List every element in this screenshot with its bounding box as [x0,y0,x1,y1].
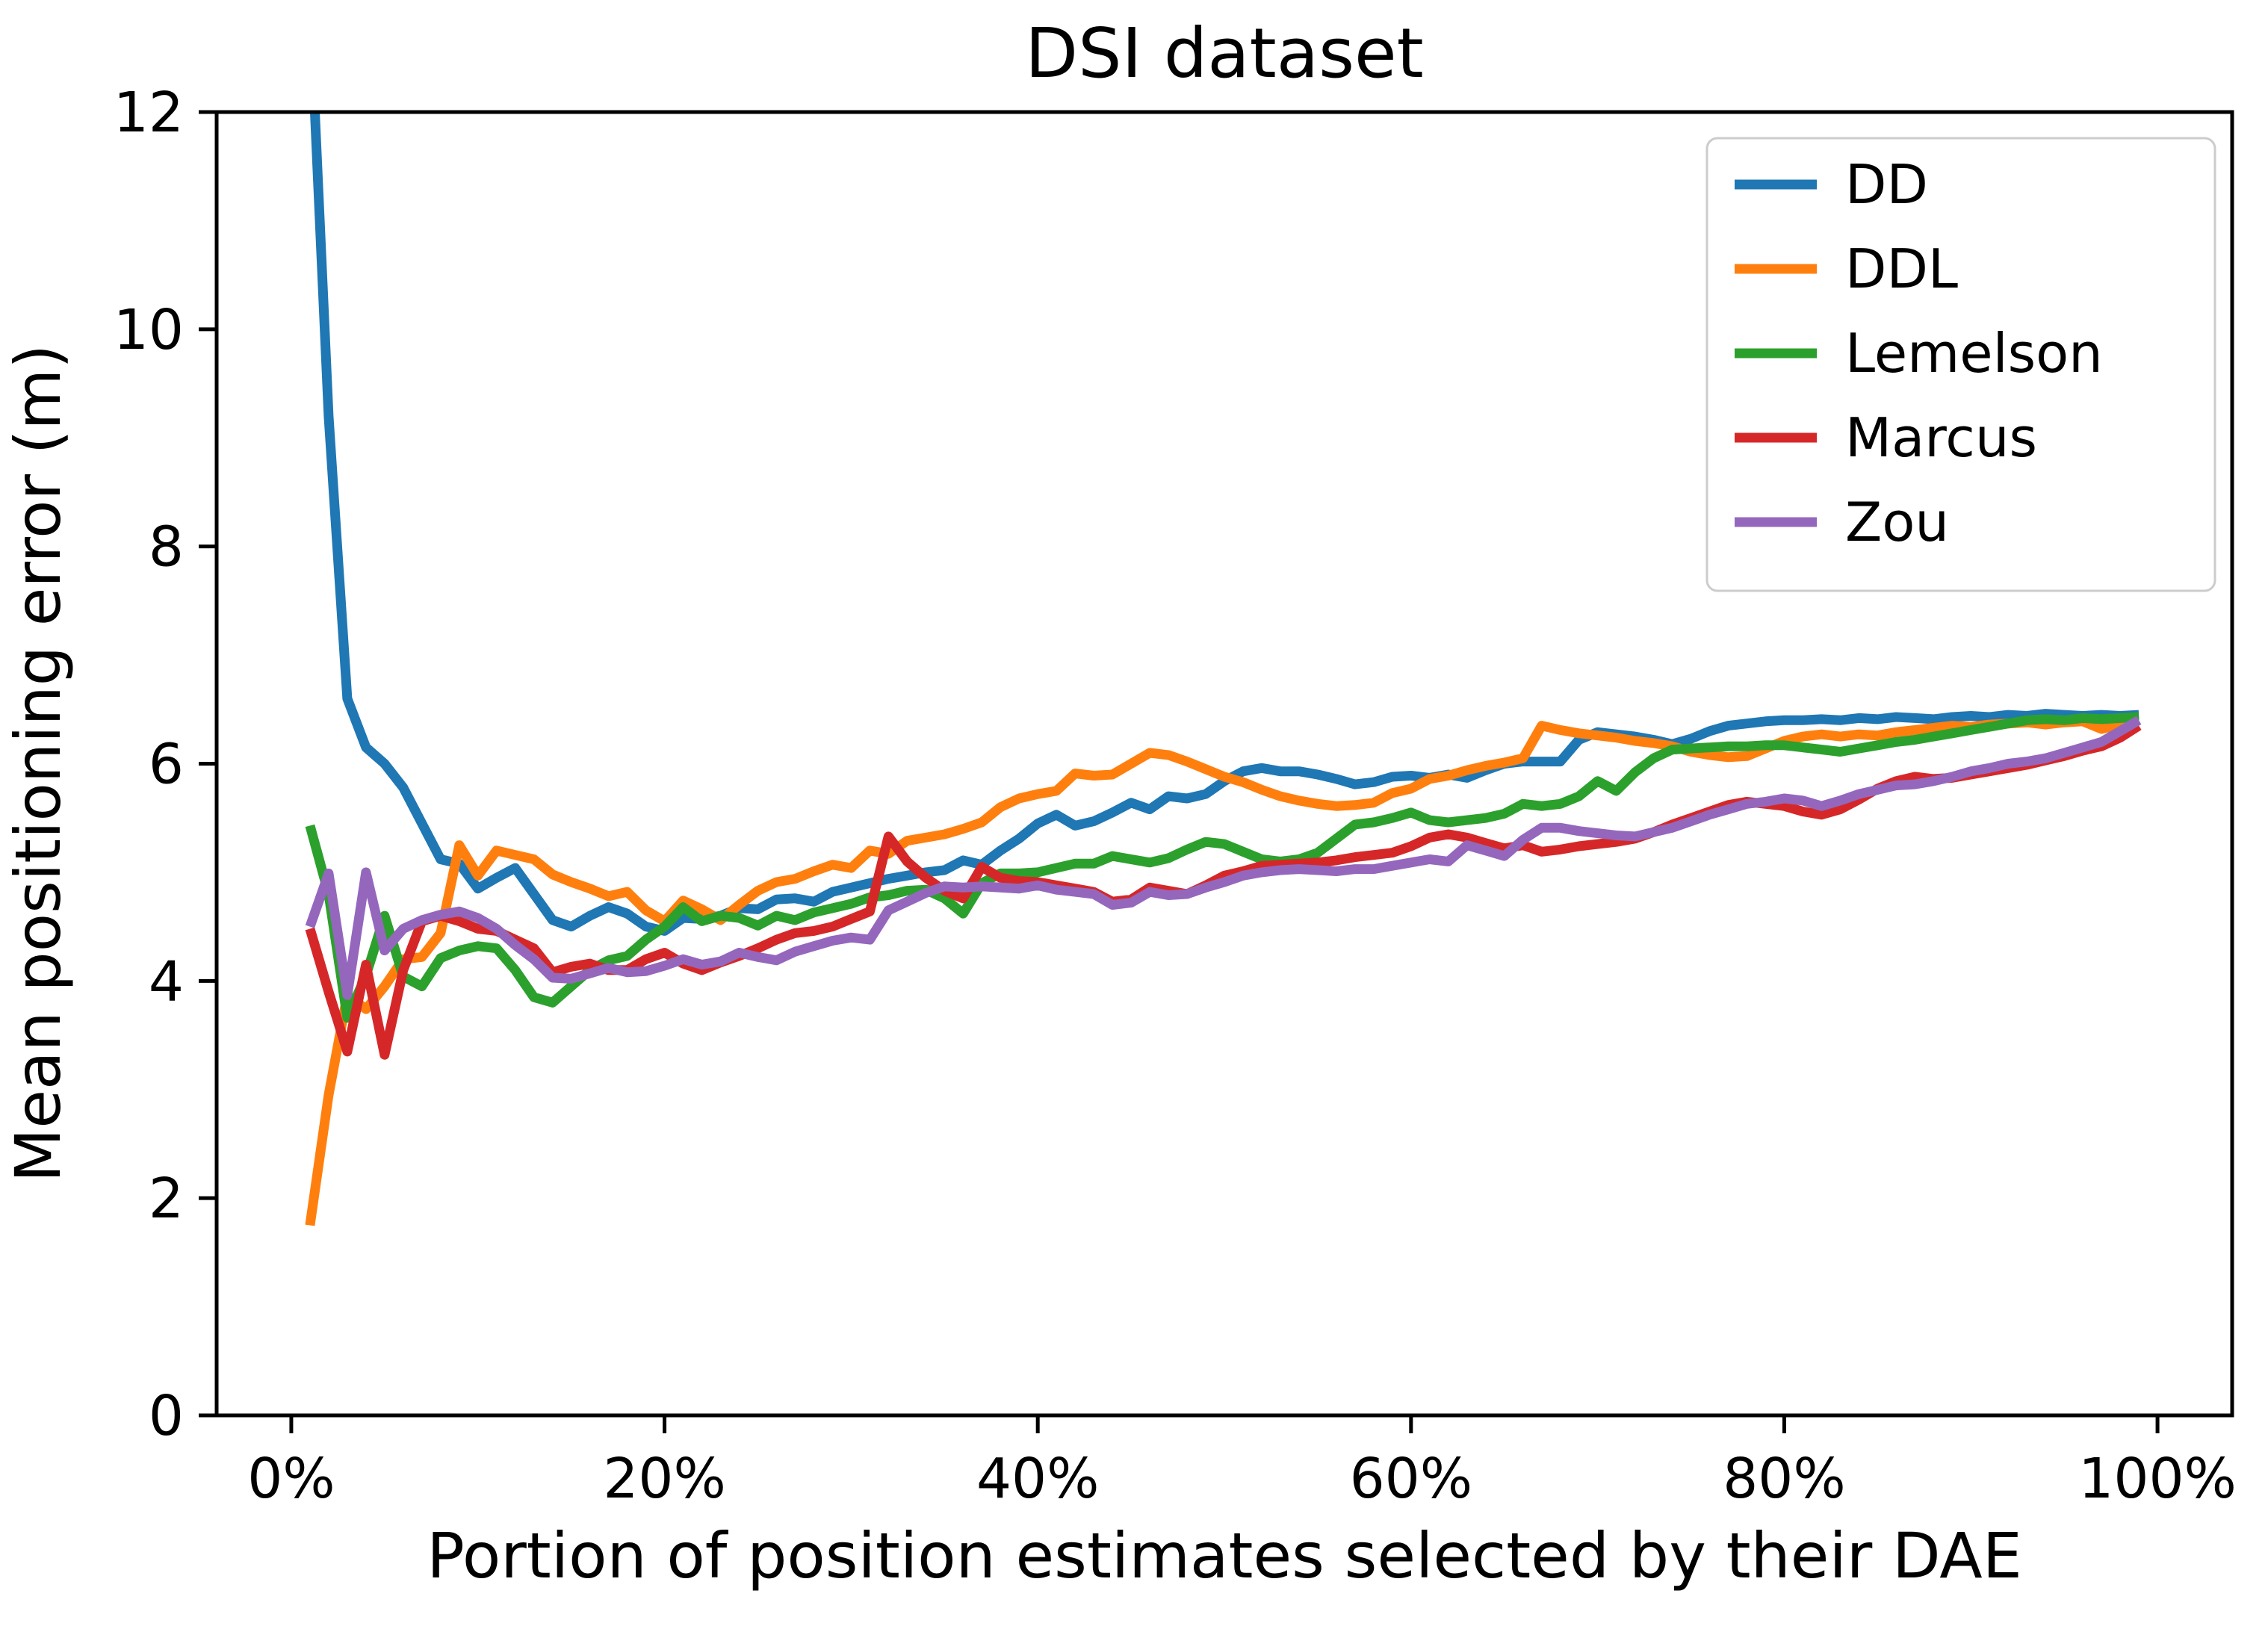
x-tick-label: 80% [1723,1447,1845,1511]
x-axis-label: Portion of position estimates selected b… [427,1519,2022,1592]
x-tick-label: 0% [247,1447,335,1511]
legend-label-marcus: Marcus [1845,406,2037,469]
y-tick-label: 4 [149,949,184,1014]
legend-box [1705,137,2216,592]
legend-label-zou: Zou [1845,491,1949,553]
series-line-ddl [305,715,2140,1226]
legend-item-lemelson: Lemelson [1735,322,2103,385]
x-tick-label: 40% [976,1447,1099,1511]
ticks-group: 0% 20% 40% 60% 80% 100% 0 2 4 6 8 10 12 [114,81,2237,1511]
x-tick-label: 20% [603,1447,725,1511]
legend-item-dd: DD [1735,153,1928,216]
y-tick-label: 10 [114,298,184,362]
legend-item-marcus: Marcus [1735,406,2037,469]
series-group [305,112,2142,1226]
y-tick-label: 8 [149,515,184,580]
x-tick-label: 100% [2078,1447,2237,1511]
legend-label-lemelson: Lemelson [1845,322,2103,385]
legend-label-ddl: DDL [1845,238,1958,300]
series-line-lemelson [305,712,2140,1023]
y-tick-label: 12 [114,81,184,145]
legend-item-ddl: DDL [1735,238,1958,300]
series-line-zou [305,716,2142,1000]
y-tick-label: 2 [149,1167,184,1231]
chart-title: DSI dataset [1025,13,1423,93]
y-axis-label: Mean positioning error (m) [1,344,75,1182]
y-tick-label: 6 [149,733,184,797]
legend: DD DDL Lemelson Marcus Zou [1705,137,2216,592]
legend-label-dd: DD [1845,153,1928,216]
legend-item-zou: Zou [1735,491,1949,553]
x-tick-label: 60% [1350,1447,1472,1511]
y-tick-label: 0 [149,1384,184,1448]
